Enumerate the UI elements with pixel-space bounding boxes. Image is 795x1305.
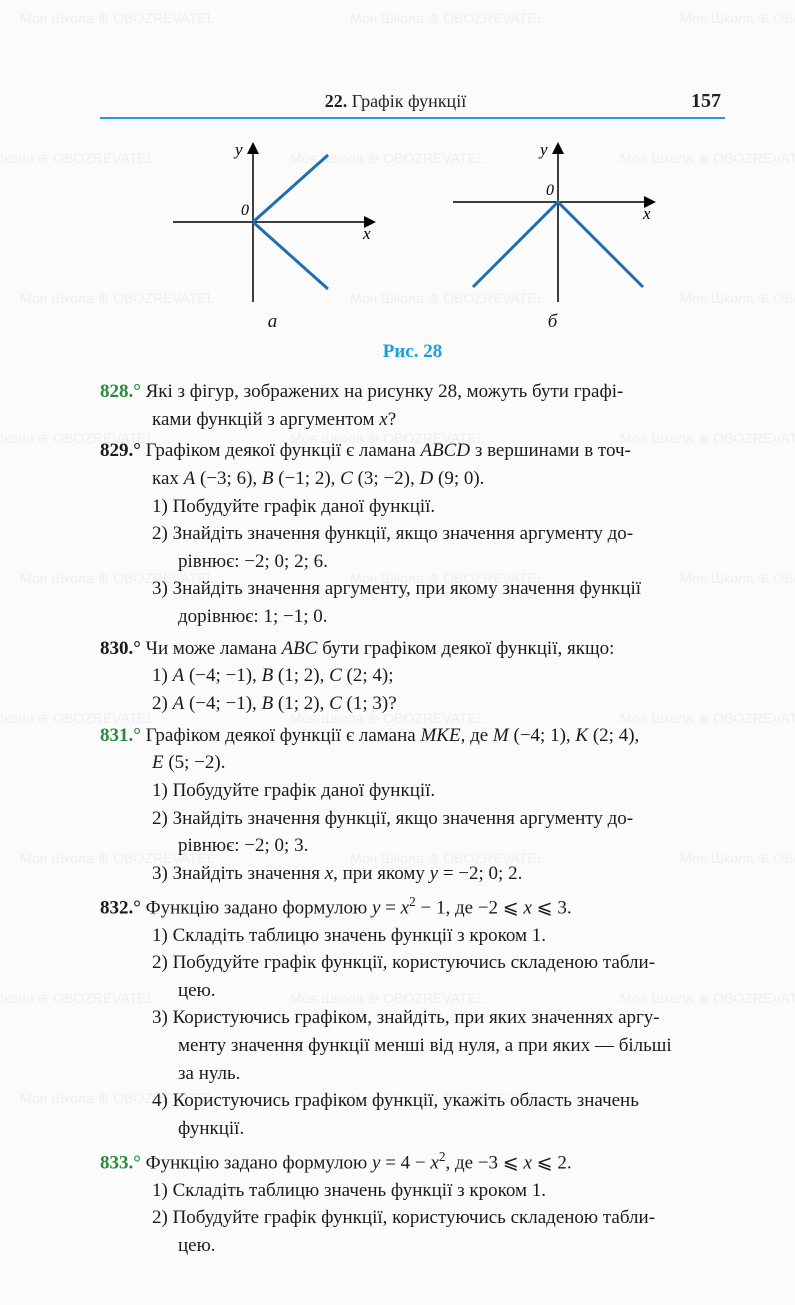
origin-label: 0 [241, 202, 249, 219]
problem-number: 832.° [100, 897, 141, 918]
y-axis-label: y [538, 140, 548, 159]
y-axis-label: y [233, 140, 243, 159]
figure-caption: Рис. 28 [100, 341, 725, 363]
section-title: Графік функції [352, 91, 466, 111]
graph-a: 0 x y а [163, 137, 383, 333]
problem-828: 828.° Які з фігур, зображених на рисунку… [100, 379, 725, 432]
problem-number: 830.° [100, 638, 141, 659]
graph-b: 0 x y б [443, 137, 663, 333]
problem-number: 829.° [100, 440, 141, 461]
running-header: 22. Графік функції 157 [100, 90, 725, 117]
problem-number: 831.° [100, 725, 141, 746]
x-axis-label: x [642, 204, 651, 223]
problem-number: 828.° [100, 381, 141, 402]
page-number: 157 [691, 90, 721, 113]
figure-28: 0 x y а 0 x y б [100, 137, 725, 333]
origin-label: 0 [546, 182, 554, 199]
section-number: 22. [325, 91, 348, 111]
problem-number: 833.° [100, 1152, 141, 1173]
problem-831: 831.° Графіком деякої функції є ламана M… [100, 723, 725, 887]
problem-829: 829.° Графіком деякої функції є ламана A… [100, 438, 725, 629]
problem-833: 833.° Функцію задано формулою y = 4 − x2… [100, 1148, 725, 1259]
header-rule [100, 117, 725, 119]
page-content: 22. Графік функції 157 0 x y а [0, 0, 795, 1305]
x-axis-label: x [362, 224, 371, 243]
problem-830: 830.° Чи може ламана ABC бути графіком д… [100, 636, 725, 717]
graph-b-label: б [443, 311, 663, 333]
graph-a-label: а [163, 311, 383, 333]
problem-832: 832.° Функцію задано формулою y = x2 − 1… [100, 893, 725, 1142]
